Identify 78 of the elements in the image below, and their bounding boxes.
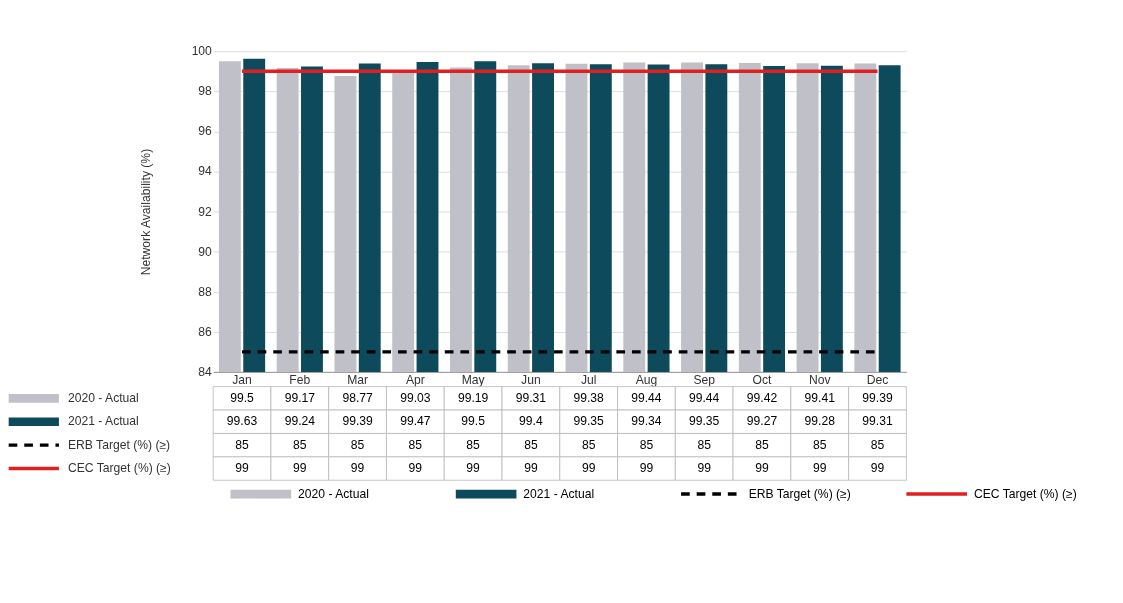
text: 2021 - Actual xyxy=(68,414,139,429)
data-label: 99.4 xyxy=(519,414,543,429)
data-label: 99 xyxy=(870,461,885,475)
data-label: 99 xyxy=(812,461,827,475)
data-label: 85 xyxy=(581,437,596,452)
data-label: 99.03 xyxy=(400,390,431,405)
data-label: 99.31 xyxy=(515,390,547,405)
data-label: 85 xyxy=(293,437,307,452)
data-label: 85 xyxy=(235,437,250,452)
data-label: 99.42 xyxy=(746,390,778,405)
data-label: 99.41 xyxy=(804,390,836,405)
text: ERB Target (%) (≥) xyxy=(748,486,851,501)
data-label: 85 xyxy=(524,437,538,452)
data-label: 99.44 xyxy=(689,390,720,405)
data-label: 99 xyxy=(581,461,596,475)
data-label: 98.77 xyxy=(342,390,374,405)
x-tick-label: Mar xyxy=(347,372,369,387)
data-label: 99.39 xyxy=(862,390,893,405)
data-label: 85 xyxy=(350,437,365,452)
y-tick-label: 84 xyxy=(198,364,213,379)
data-label: 99.35 xyxy=(689,414,720,429)
data-label: 99.5 xyxy=(230,390,255,405)
x-tick-label: May xyxy=(461,372,486,387)
y-tick-label: 94 xyxy=(198,164,213,179)
x-tick-label: Feb xyxy=(289,372,311,387)
data-label: 99.44 xyxy=(631,390,662,405)
legend-label: CEC Target (%) (≥) xyxy=(68,461,171,475)
data-label: 99 xyxy=(466,461,481,475)
y-tick-label: 96 xyxy=(198,124,213,139)
data-label: 99.24 xyxy=(284,414,316,429)
data-label: 99 xyxy=(293,461,307,475)
data-label: 99 xyxy=(524,461,538,475)
y-tick-label: 86 xyxy=(198,324,213,339)
y-tick-label: 92 xyxy=(198,204,213,219)
x-tick-label: Dec xyxy=(866,372,889,387)
y-axis-title: Network Availability (%) xyxy=(139,148,154,276)
data-label: 85 xyxy=(466,437,481,452)
y-tick-label: 88 xyxy=(198,284,213,299)
data-label: 99 xyxy=(350,461,365,475)
data-label: 99.39 xyxy=(342,414,374,429)
x-tick-label: Oct xyxy=(752,372,773,387)
x-tick-label: Aug xyxy=(635,372,658,387)
data-label: 85 xyxy=(870,437,885,452)
data-label: 85 xyxy=(697,437,712,452)
x-tick-label: Sep xyxy=(693,372,716,387)
legend-label: 2021 - Actual xyxy=(523,486,595,501)
legend-label: 2020 - Actual xyxy=(298,486,369,501)
data-label: 85 xyxy=(812,437,827,452)
text: CEC Target (%) (≥) xyxy=(973,486,1077,501)
data-label: 99.17 xyxy=(284,390,316,405)
data-label: 99.38 xyxy=(573,390,605,405)
data-label: 85 xyxy=(408,437,423,452)
x-tick-label: Nov xyxy=(808,372,832,387)
data-label: 99.47 xyxy=(400,414,431,429)
x-tick-label: Jun xyxy=(521,372,541,387)
data-label: 99.27 xyxy=(746,414,778,429)
y-tick-label: 100 xyxy=(191,44,213,59)
data-label: 99 xyxy=(755,461,769,475)
x-tick-label: Jan xyxy=(232,372,252,387)
data-label: 99 xyxy=(697,461,712,475)
data-label: 99.5 xyxy=(461,414,486,429)
y-tick-label: 90 xyxy=(198,244,213,259)
data-label: 85 xyxy=(639,437,654,452)
text: 2020 - Actual xyxy=(68,390,139,405)
data-label: 99.19 xyxy=(457,390,489,405)
x-tick-label: Jul xyxy=(580,372,597,387)
data-label: 85 xyxy=(755,437,769,452)
data-label: 99.31 xyxy=(862,414,893,429)
data-label: 99 xyxy=(408,461,423,475)
data-label: 99 xyxy=(235,461,250,475)
x-tick-label: Apr xyxy=(405,372,425,387)
data-label: 99.28 xyxy=(804,414,836,429)
y-tick-label: 98 xyxy=(198,84,213,99)
legend-label: ERB Target (%) (≥) xyxy=(68,437,171,452)
data-label: 99.63 xyxy=(226,414,258,429)
data-label: 99 xyxy=(639,461,654,475)
data-label: 99.34 xyxy=(631,414,662,429)
data-label: 99.35 xyxy=(573,414,605,429)
